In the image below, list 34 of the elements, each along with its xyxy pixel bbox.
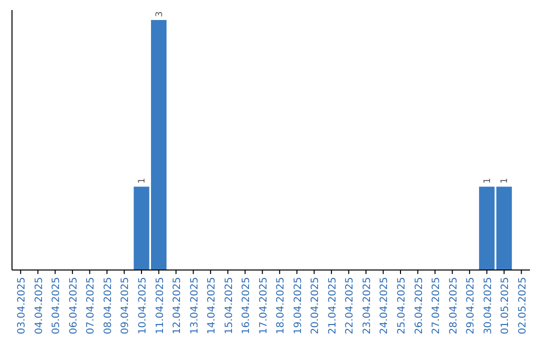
x-tick-label: 30.04.2025 xyxy=(482,277,494,334)
x-tick-label: 14.04.2025 xyxy=(206,277,218,334)
x-tick-label: 10.04.2025 xyxy=(138,277,148,334)
data-label: 1 xyxy=(138,178,148,184)
x-tick-label: 13.04.2025 xyxy=(189,277,200,334)
x-tick-label: 02.05.2025 xyxy=(517,277,528,334)
x-tick-label: 25.04.2025 xyxy=(396,277,408,334)
x-tick-label: 29.04.2025 xyxy=(466,277,477,334)
x-tick-label: 11.04.2025 xyxy=(154,277,166,334)
x-tick-label: 22.04.2025 xyxy=(344,277,356,334)
x-tick-label: 27.04.2025 xyxy=(431,277,442,334)
x-tick-label: 08.04.2025 xyxy=(102,277,114,334)
x-tick-label: 07.04.2025 xyxy=(86,277,97,334)
data-label: 1 xyxy=(482,178,493,184)
x-tick-label: 12.04.2025 xyxy=(172,277,184,334)
x-tick-label: 19.04.2025 xyxy=(292,277,304,334)
x-tick-label: 06.04.2025 xyxy=(68,277,80,334)
x-tick-label: 15.04.2025 xyxy=(224,277,235,334)
x-tick-label: 21.04.2025 xyxy=(327,277,338,334)
x-tick-label: 20.04.2025 xyxy=(310,277,322,334)
x-tick-label: 05.04.2025 xyxy=(51,277,62,334)
x-tick-label: 09.04.2025 xyxy=(120,277,132,334)
x-tick-label: 24.04.2025 xyxy=(379,277,390,334)
x-tick-label: 16.04.2025 xyxy=(241,277,252,334)
x-tick-label: 26.04.2025 xyxy=(414,277,425,334)
x-tick-label: 01.05.2025 xyxy=(500,277,512,334)
x-tick-label: 17.04.2025 xyxy=(258,277,270,334)
x-tick-label: 23.04.2025 xyxy=(362,277,373,334)
data-label: 3 xyxy=(154,11,165,17)
x-tick-label: 04.04.2025 xyxy=(34,277,45,334)
x-tick-label: 18.04.2025 xyxy=(276,277,287,334)
x-tick-label: 28.04.2025 xyxy=(448,277,460,334)
x-tick-label: 03.04.2025 xyxy=(16,277,28,334)
data-label: 1 xyxy=(500,178,510,184)
